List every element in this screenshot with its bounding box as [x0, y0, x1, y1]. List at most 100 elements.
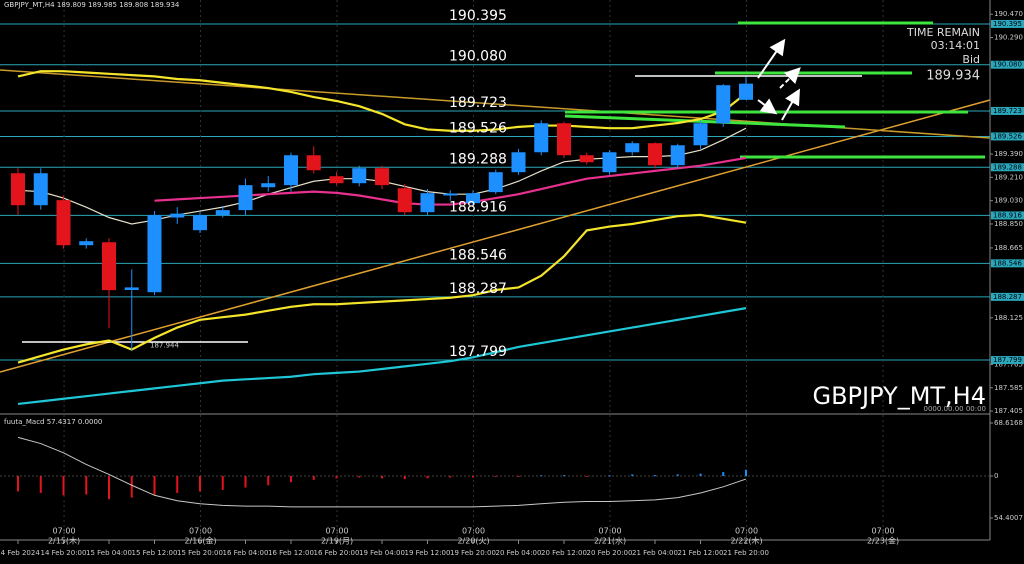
level-label: 188.287 [449, 281, 507, 297]
time-remain: 03:14:01 [931, 39, 980, 52]
signal-line [17, 436, 747, 508]
candle-body [193, 215, 207, 231]
x-tick-label: 16 Feb 20:00 [314, 549, 360, 557]
histogram-bar [358, 475, 361, 478]
candle-body [124, 287, 139, 291]
x-tick-label: 20 Feb 20:00 [587, 549, 633, 557]
candle-body [102, 242, 116, 291]
histogram-bar [745, 469, 747, 476]
header: GBPJPY_MT,H4 189.809 189.985 189.808 189… [4, 1, 180, 9]
date-marker-time: 07:00 [462, 527, 485, 536]
x-tick-label: 21 Feb 04:00 [632, 549, 678, 557]
y-tick-label: 187.585 [994, 384, 1023, 392]
candle-body [716, 85, 731, 124]
level-label: 189.288 [449, 151, 507, 167]
date-marker-date: 2/16(金) [184, 536, 216, 546]
date-marker-time: 07:00 [326, 527, 349, 536]
x-tick-label: 20 Feb 12:00 [541, 549, 587, 557]
plot [11, 70, 753, 406]
level-axis-box [991, 163, 1024, 172]
symbol-watermark: GBPJPY_MT,H4 [812, 382, 986, 410]
histogram-bar [426, 475, 429, 479]
x-tick-label: 19 Feb 04:00 [359, 549, 405, 557]
indicator-line [154, 156, 747, 206]
x-tick-label: 15 Feb 12:00 [132, 549, 178, 557]
candle-body [466, 193, 480, 204]
indicator-line [17, 70, 747, 132]
candle-body [215, 210, 230, 216]
candle-body [33, 173, 48, 206]
x-tick-label: 19 Feb 20:00 [450, 549, 496, 557]
histogram-bar [403, 475, 406, 480]
histogram-bar [540, 475, 543, 477]
header-open: 189.809 [57, 1, 86, 9]
candle-body [420, 193, 435, 213]
histogram-bar [62, 475, 65, 496]
date-marker-date: 2/23(金) [867, 536, 899, 546]
y-tick-label: 190.470 [994, 10, 1023, 18]
header-high: 189.985 [88, 1, 117, 9]
arrow [781, 88, 800, 121]
level-label: 188.916 [449, 199, 507, 215]
date-marker-time: 07:00 [735, 527, 758, 536]
histogram-bar [153, 475, 156, 496]
date-marker-date: 2/19(月) [321, 537, 353, 546]
indicator-tick-label: 0 [994, 472, 998, 480]
histogram-bar [39, 475, 42, 493]
level-axis-box [991, 356, 1024, 365]
candle-body [443, 193, 458, 196]
candle-body [306, 155, 321, 171]
histogram-bar [631, 474, 634, 476]
histogram-bar [494, 475, 497, 477]
indicator-tick-label: 54.4007 [994, 514, 1023, 522]
level-axis-label: 187.799 [993, 356, 1022, 364]
level-label: 190.395 [449, 8, 507, 24]
date-marker-date: 2/15(木) [48, 536, 80, 546]
histogram-bar [472, 475, 474, 478]
level-axis-box [991, 106, 1024, 115]
levels [0, 0, 990, 540]
level-axis-label: 190.080 [993, 61, 1022, 69]
candle-body [147, 215, 162, 293]
histogram-bar [108, 475, 110, 500]
candle-body [693, 123, 708, 146]
level-axis-box [991, 60, 1024, 69]
y-tick-label: 189.210 [994, 173, 1023, 181]
histogram-bar [722, 472, 725, 476]
level-axis-label: 188.546 [993, 259, 1022, 267]
level-axis-box [991, 292, 1024, 301]
level-axis-box [991, 19, 1024, 28]
level-axis-box [991, 259, 1024, 268]
histogram-bar [267, 475, 270, 486]
candle-body [56, 200, 71, 246]
level-axis-box [991, 132, 1024, 141]
candle-body [625, 143, 640, 153]
histogram-bar [585, 475, 588, 477]
level-axis-label: 189.526 [993, 132, 1022, 140]
x-tick-label: 14 Feb 2024 [0, 549, 40, 557]
histogram-bar [676, 474, 679, 476]
candle-body [284, 155, 298, 186]
date-marker-date: 2/20(火) [457, 537, 489, 546]
y-tick-label: 188.665 [994, 244, 1023, 252]
level-axis-label: 189.288 [993, 163, 1022, 171]
candle-body [79, 241, 94, 246]
histogram-bar [654, 475, 656, 477]
histogram-bar [85, 475, 88, 495]
histogram-bar [290, 475, 292, 483]
candle-body [375, 168, 389, 186]
histogram-bar [312, 475, 315, 480]
arrow [757, 98, 778, 115]
bid-label: Bid [962, 53, 980, 66]
y-tick-label: 190.290 [994, 34, 1023, 42]
indicator-tick-label: 68.6168 [994, 419, 1023, 427]
histogram-bar [199, 475, 201, 492]
level-axis-label: 189.723 [993, 107, 1022, 115]
histogram-bar [381, 475, 383, 479]
date-marker-time: 07:00 [599, 527, 622, 536]
date-marker-date: 2/21(水) [594, 536, 626, 546]
